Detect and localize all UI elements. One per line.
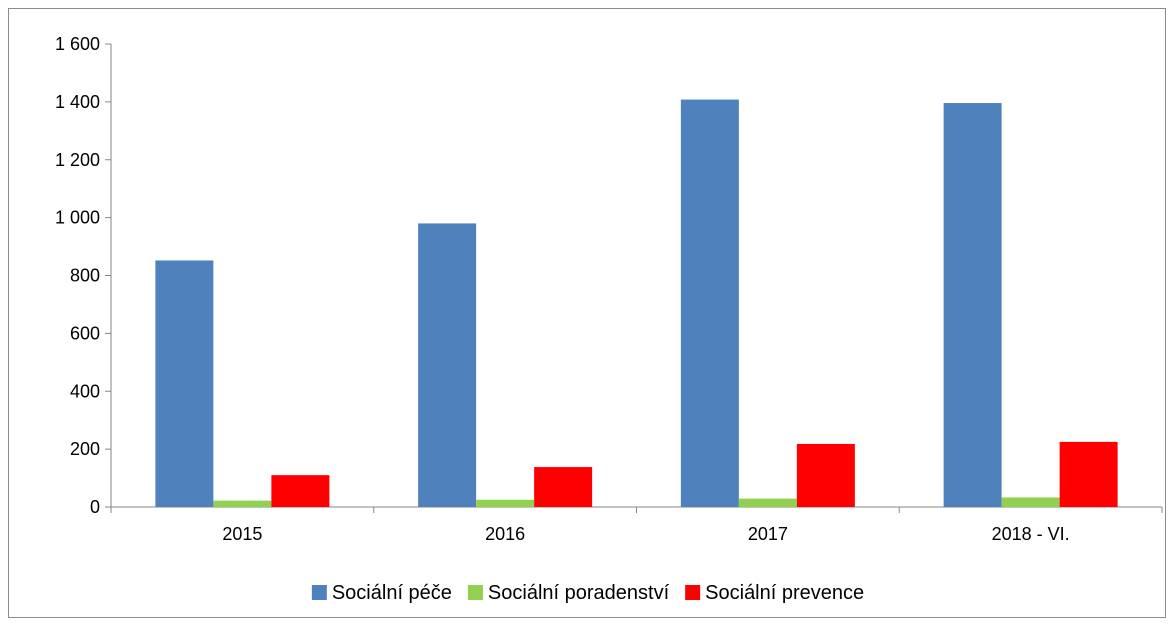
bar-soci-ln-p-e-2015 xyxy=(155,260,214,507)
y-tick-label: 1 200 xyxy=(55,150,100,170)
y-tick-label: 0 xyxy=(90,497,100,517)
bar-soci-ln-prevence-2016 xyxy=(534,467,593,507)
bar-soci-ln-p-e-2017 xyxy=(680,99,739,507)
y-tick-label: 1 400 xyxy=(55,92,100,112)
y-tick-label: 600 xyxy=(70,323,100,343)
legend-swatch xyxy=(467,585,483,600)
y-tick-label: 200 xyxy=(70,439,100,459)
bar-soci-ln-p-e-2016 xyxy=(418,223,477,507)
legend-swatch xyxy=(685,585,701,600)
y-tick-label: 1 000 xyxy=(55,208,100,228)
chart-legend: Sociální péče Sociální poradenství Sociáln… xyxy=(311,582,864,604)
y-tick-label: 1 600 xyxy=(55,34,100,54)
legend-label: Sociální poradenství xyxy=(488,582,670,604)
legend-label: Sociální péče xyxy=(332,582,452,604)
bar-soci-ln-poradenstv--2018-VI- xyxy=(1001,497,1060,507)
x-tick-label: 2018 - VI. xyxy=(992,524,1070,544)
legend-label: Sociální prevence xyxy=(705,582,864,604)
x-tick-label: 2016 xyxy=(485,524,525,544)
bar-soci-ln-p-e-2018-VI- xyxy=(943,103,1002,507)
bar-soci-ln-poradenstv--2015 xyxy=(213,500,272,507)
x-tick-label: 2015 xyxy=(222,524,262,544)
bar-soci-ln-prevence-2018-VI- xyxy=(1059,441,1118,507)
y-tick-label: 800 xyxy=(70,266,100,286)
bar-soci-ln-prevence-2015 xyxy=(271,475,330,507)
legend-swatch xyxy=(311,585,327,600)
chart-bars xyxy=(155,99,1118,507)
bar-soci-ln-prevence-2017 xyxy=(796,443,855,507)
bar-soci-ln-poradenstv--2017 xyxy=(738,498,797,507)
y-tick-label: 400 xyxy=(70,381,100,401)
bar-soci-ln-poradenstv--2016 xyxy=(476,499,535,507)
x-tick-label: 2017 xyxy=(748,524,788,544)
